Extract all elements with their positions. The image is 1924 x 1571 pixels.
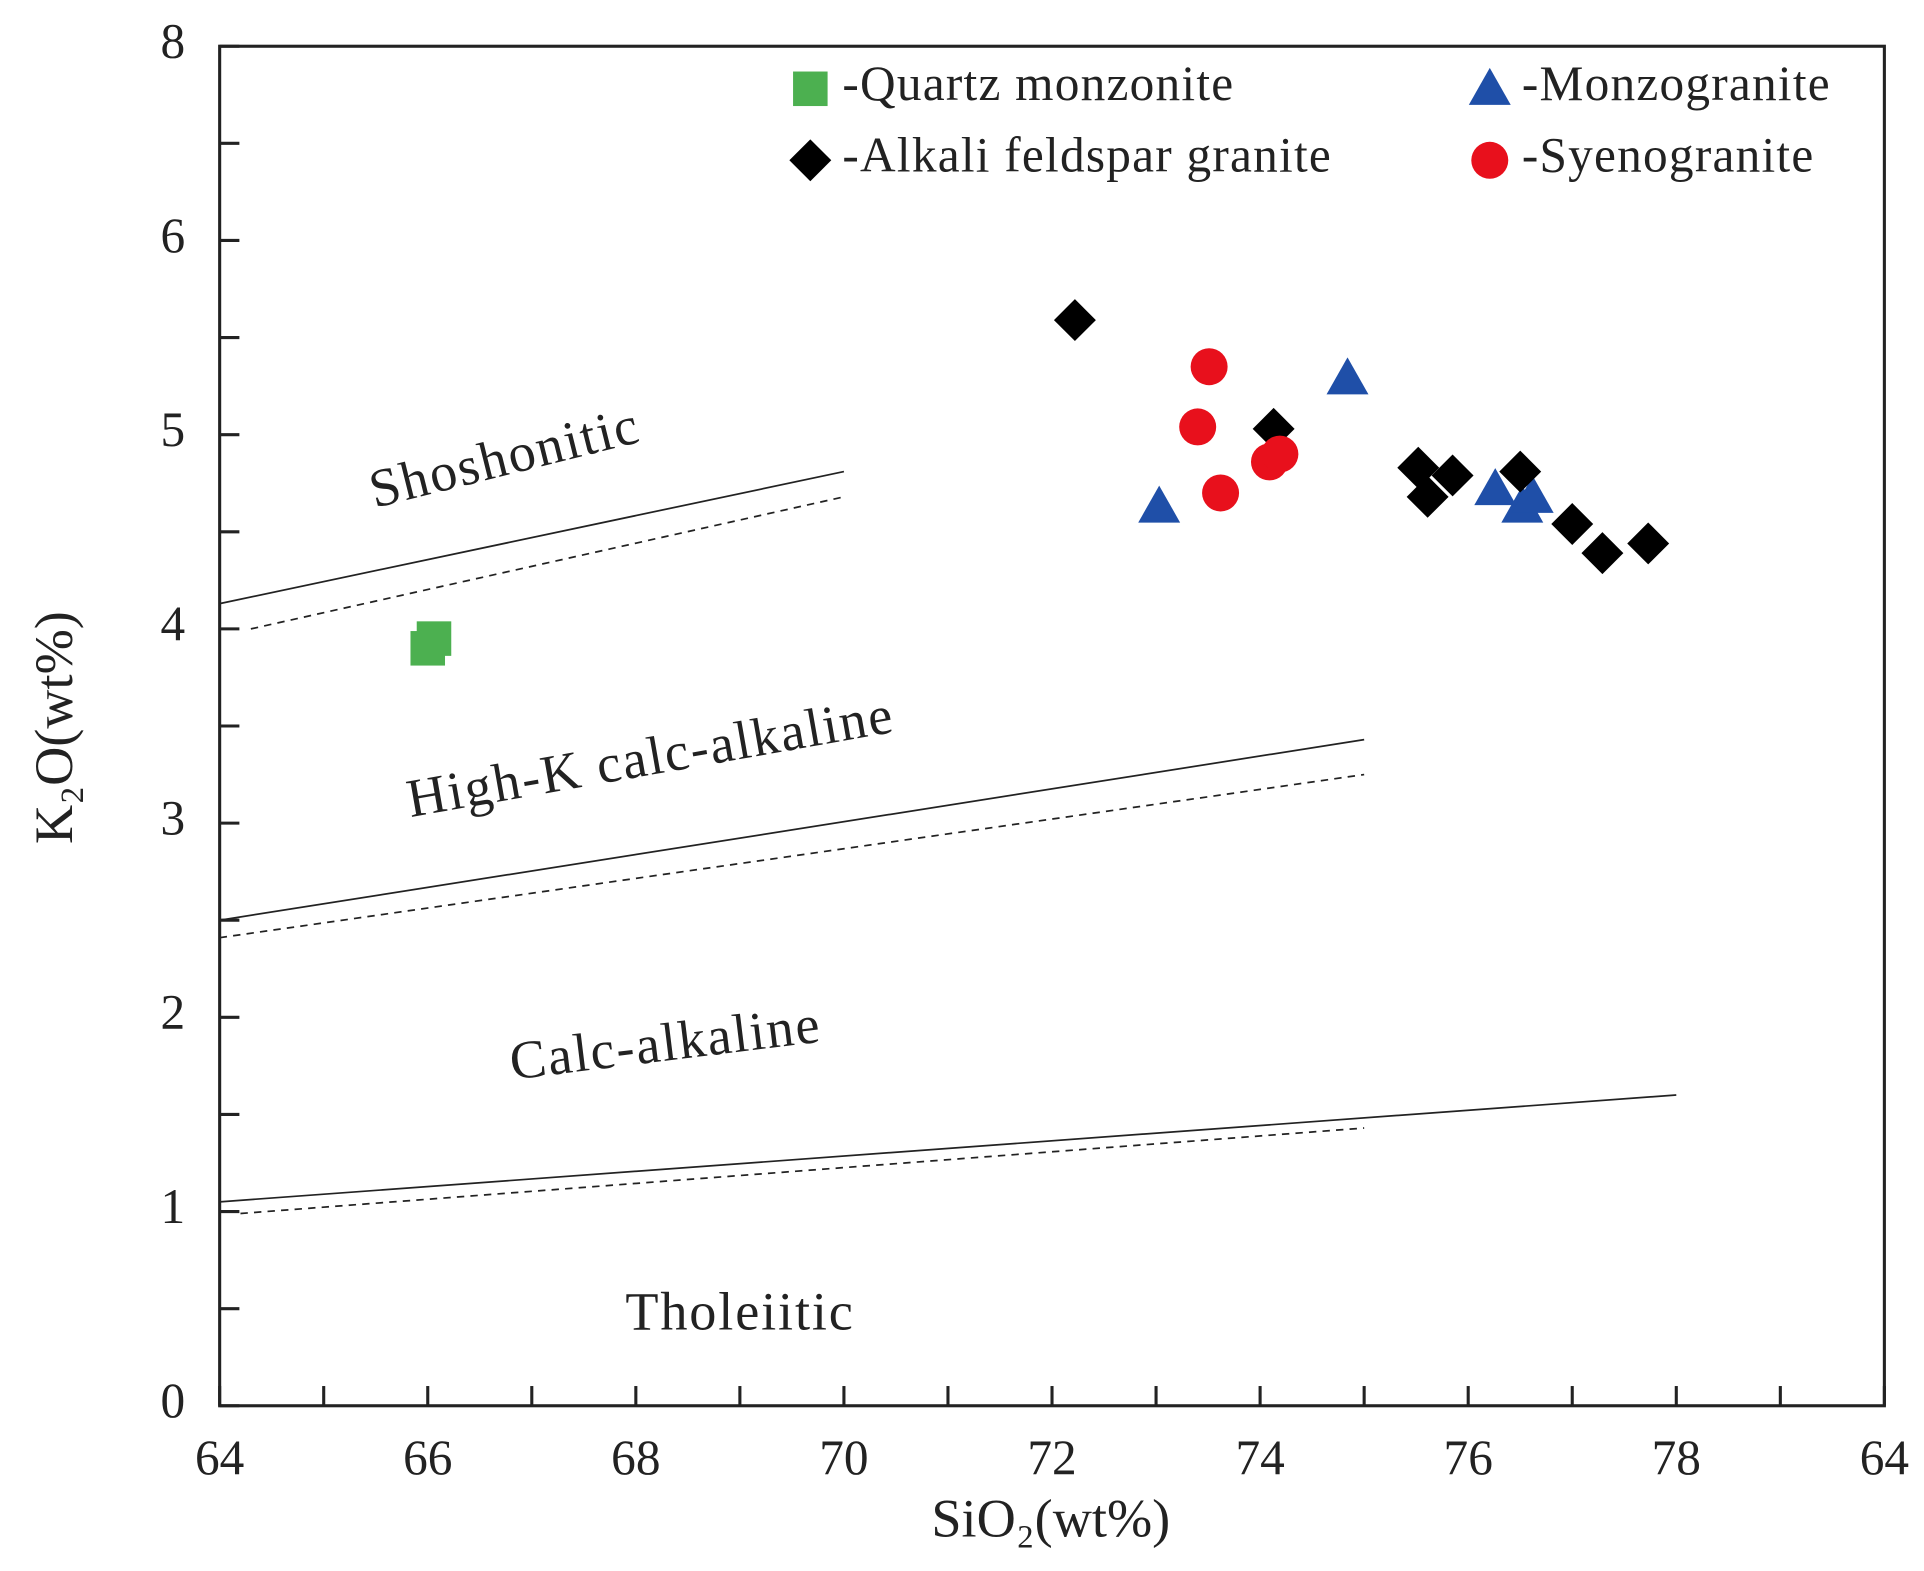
data-point: [1406, 475, 1449, 518]
region-label: High-K calc-alkaline: [402, 684, 898, 829]
x-tick-label: 78: [1652, 1430, 1701, 1485]
boundary-line: [250, 495, 845, 630]
y-tick-label: 5: [160, 402, 185, 457]
legend-marker: [1468, 67, 1511, 105]
data-point: [1179, 408, 1217, 446]
data-point: [1511, 475, 1554, 513]
x-tick-label: 64: [1860, 1430, 1909, 1485]
boundary-line: [219, 738, 1365, 922]
data-point: [1627, 522, 1670, 565]
data-point: [1138, 485, 1181, 523]
y-axis-label: K₂O(wt%): [24, 611, 84, 844]
y-tick-label: 1: [160, 1179, 185, 1234]
data-point: [1551, 503, 1594, 545]
x-tick-label: 66: [403, 1430, 452, 1485]
x-tick-label: 64: [195, 1430, 244, 1485]
boundary-line: [219, 773, 1365, 939]
region-label: Tholeiitic: [625, 1281, 854, 1341]
y-tick-label: 3: [160, 790, 185, 845]
x-axis-label: SiO₂(wt%): [931, 1489, 1170, 1549]
legend-label: -Monzogranite: [1522, 56, 1831, 111]
data-point: [1326, 357, 1369, 395]
data-point: [1202, 474, 1240, 512]
x-tick-label: 68: [611, 1430, 660, 1485]
x-tick-label: 72: [1027, 1430, 1076, 1485]
boundary-line: [219, 470, 845, 605]
y-tick-label: 8: [160, 14, 185, 69]
x-tick-label: 70: [819, 1430, 868, 1485]
legend-label: -Quartz monzonite: [842, 56, 1234, 111]
data-point: [1053, 299, 1096, 342]
legend-marker: [793, 71, 828, 107]
x-tick-label: 74: [1235, 1430, 1284, 1485]
legend-label: -Syenogranite: [1522, 128, 1815, 183]
plot-frame: [218, 44, 1886, 1408]
boundary-line: [240, 1127, 1365, 1215]
y-tick-label: 2: [160, 985, 185, 1040]
data-point: [1581, 532, 1624, 575]
legend-marker: [1471, 141, 1509, 179]
data-point: [1499, 450, 1542, 493]
data-point: [1190, 348, 1228, 386]
region-label: Calc-alkaline: [506, 994, 824, 1092]
boundary-line: [219, 1094, 1677, 1203]
data-point: [1474, 468, 1517, 506]
data-point: [416, 621, 452, 656]
y-tick-label: 6: [160, 208, 185, 263]
data-point: [1261, 435, 1299, 473]
x-tick-label: 76: [1444, 1430, 1493, 1485]
data-point: [1431, 454, 1474, 497]
legend-label: -Alkali feldspar granite: [842, 128, 1332, 183]
region-label: Shoshonitic: [363, 394, 646, 519]
y-tick-label: 0: [160, 1373, 185, 1428]
y-tick-label: 4: [160, 596, 185, 651]
legend-marker: [789, 139, 832, 182]
